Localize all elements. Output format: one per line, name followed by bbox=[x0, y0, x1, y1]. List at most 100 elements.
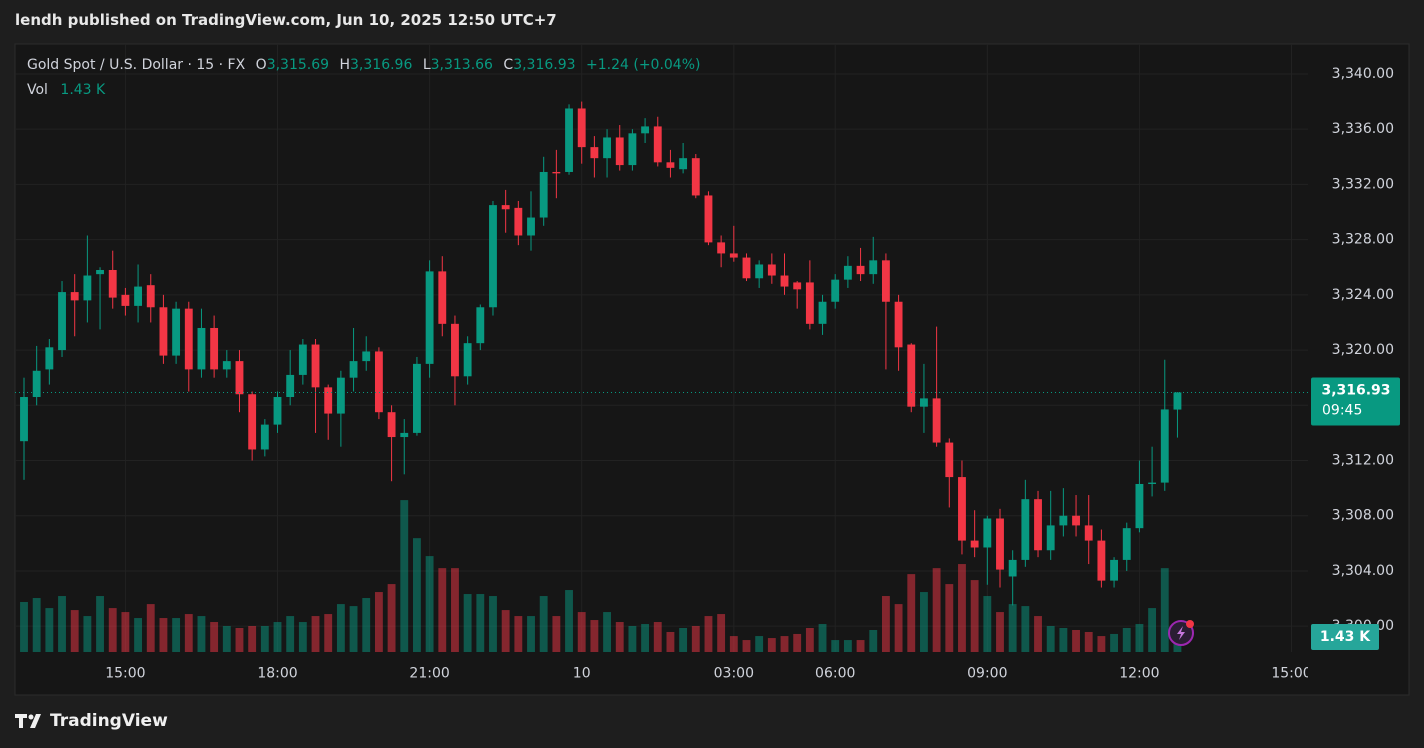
y-tick-label: 3,324.00 bbox=[1332, 287, 1394, 303]
volume-bar bbox=[755, 636, 764, 652]
candle-body bbox=[298, 344, 307, 375]
volume-bar bbox=[286, 616, 295, 652]
volume-bar bbox=[210, 622, 219, 652]
volume-bar bbox=[527, 616, 535, 652]
volume-bar bbox=[134, 618, 143, 652]
candle-body bbox=[565, 108, 573, 172]
volume-bar bbox=[704, 616, 713, 652]
candle-body bbox=[970, 540, 979, 548]
volume-bar bbox=[400, 500, 409, 652]
ohlc-key: O bbox=[255, 57, 267, 73]
candle-body bbox=[96, 269, 104, 275]
x-tick-label: 15:00 bbox=[1271, 666, 1311, 682]
volume-bar bbox=[1072, 629, 1080, 652]
volume-bar bbox=[159, 618, 168, 652]
vol-key: Vol bbox=[27, 82, 48, 98]
volume-bar bbox=[1122, 627, 1131, 652]
candle-body bbox=[704, 195, 713, 243]
ohlc-key: C bbox=[503, 57, 514, 73]
candle-body bbox=[780, 275, 789, 287]
candle-body bbox=[577, 108, 586, 148]
publish-title: lendh published on TradingView.com, Jun … bbox=[15, 11, 557, 29]
logo-part bbox=[15, 714, 27, 728]
x-tick-label: 03:00 bbox=[714, 666, 754, 682]
candle-body bbox=[983, 518, 992, 548]
volume-bar bbox=[843, 640, 852, 652]
candle-body bbox=[894, 301, 903, 348]
x-tick-label: 09:00 bbox=[967, 666, 1007, 682]
legend-row: Gold Spot / U.S. Dollar · 15 · FX O3,315… bbox=[27, 53, 700, 78]
volume-bar bbox=[818, 624, 827, 652]
candle-body bbox=[742, 257, 751, 279]
candle-body bbox=[527, 217, 535, 236]
volume-bar bbox=[108, 608, 117, 652]
candle-body bbox=[476, 307, 485, 344]
volume-bar bbox=[1034, 616, 1042, 652]
alert-icon[interactable] bbox=[1168, 620, 1194, 646]
candle-body bbox=[996, 518, 1004, 570]
candle-body bbox=[679, 158, 688, 170]
candle-body bbox=[615, 137, 624, 166]
volume-bar bbox=[260, 626, 269, 652]
candle-body bbox=[286, 374, 295, 398]
axes: 3,300.003,304.003,308.003,312.003,316.00… bbox=[105, 66, 1400, 682]
candle-body bbox=[374, 351, 383, 413]
candle-body bbox=[1021, 499, 1030, 560]
volume-bar bbox=[565, 590, 573, 652]
volume-bar bbox=[907, 574, 916, 652]
candle-body bbox=[108, 269, 117, 298]
x-tick-label: 15:00 bbox=[105, 666, 145, 682]
candle-body bbox=[20, 397, 28, 442]
x-tick-label: 12:00 bbox=[1119, 666, 1159, 682]
candle-body bbox=[235, 361, 244, 395]
candle-body bbox=[755, 264, 764, 279]
candle-body bbox=[1173, 392, 1182, 410]
legend: Gold Spot / U.S. Dollar · 15 · FX O3,315… bbox=[27, 53, 700, 103]
candle-body bbox=[539, 171, 548, 218]
candle-body bbox=[438, 271, 447, 324]
volume-bar bbox=[590, 620, 599, 652]
volume-bar bbox=[438, 568, 447, 652]
volume-bar bbox=[501, 610, 510, 652]
candle-body bbox=[121, 294, 130, 306]
volume-bar bbox=[958, 564, 966, 652]
y-tick-label: 3,332.00 bbox=[1332, 176, 1394, 192]
candle-body bbox=[336, 377, 345, 414]
volume-bar bbox=[1021, 606, 1030, 652]
candle-body bbox=[1135, 483, 1144, 529]
volume-bar bbox=[780, 636, 789, 652]
candle-body bbox=[514, 207, 523, 236]
volume-bar bbox=[641, 624, 650, 652]
price-label: 3,316.93 bbox=[1321, 382, 1390, 398]
y-tick-label: 3,340.00 bbox=[1332, 66, 1394, 82]
volume-bar bbox=[146, 604, 155, 652]
volume-bar bbox=[983, 596, 992, 652]
candle-body bbox=[1059, 515, 1068, 526]
candle-body bbox=[1097, 540, 1106, 581]
ohlc-value: 3,313.66 bbox=[430, 57, 493, 73]
volume-bar bbox=[552, 616, 561, 652]
volume-bar bbox=[691, 626, 700, 652]
volume-bar bbox=[184, 614, 193, 652]
candle-body bbox=[324, 387, 333, 414]
symbol: Gold Spot / U.S. Dollar · 15 · FX bbox=[27, 57, 246, 73]
volume-bar bbox=[805, 627, 814, 652]
candle-body bbox=[1084, 525, 1093, 541]
volume-bar bbox=[869, 629, 878, 652]
volume-bar bbox=[881, 596, 890, 652]
brand-logo bbox=[15, 714, 41, 728]
volume-bar bbox=[945, 584, 954, 652]
candle-body bbox=[197, 327, 206, 370]
ohlc-key: L bbox=[422, 57, 431, 73]
volume-bar bbox=[413, 538, 421, 652]
volume-bar bbox=[463, 594, 472, 652]
candle-body bbox=[362, 351, 371, 362]
x-tick-label: 10 bbox=[573, 666, 591, 682]
volume-bar bbox=[349, 606, 358, 652]
volume-bar bbox=[970, 580, 979, 652]
candle-body bbox=[387, 412, 396, 438]
volume-bar bbox=[1135, 624, 1144, 652]
volume-bar bbox=[45, 608, 54, 652]
candle-body bbox=[146, 285, 155, 308]
